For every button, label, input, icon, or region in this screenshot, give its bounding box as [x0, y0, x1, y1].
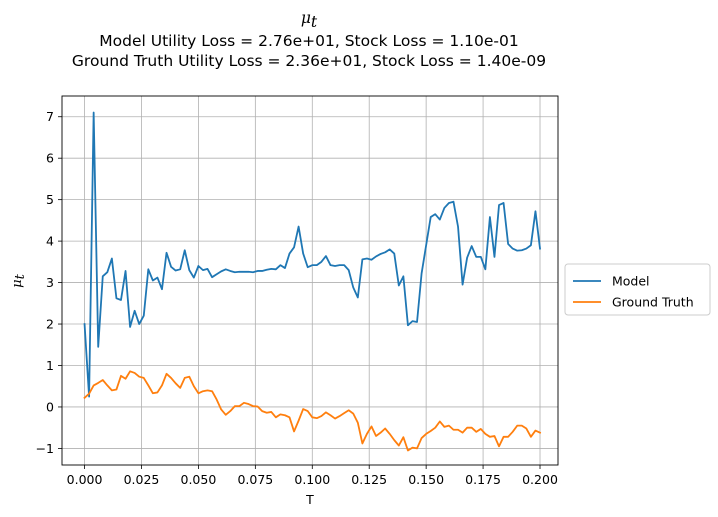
- y-tick-label: 2: [46, 317, 54, 332]
- x-tick-label: 0.150: [408, 472, 444, 487]
- y-tick-label: 4: [46, 234, 54, 249]
- chart-title-ground-truth-losses: Ground Truth Utility Loss = 2.36e+01, St…: [72, 52, 546, 70]
- x-tick-label: 0.100: [294, 472, 330, 487]
- y-axis-ticks: −1 0 1 2 3 4 5 6 7: [36, 109, 62, 456]
- legend: Model Ground Truth: [564, 263, 711, 316]
- x-tick-label: 0.050: [181, 472, 217, 487]
- plot-area: 0.000 0.025 0.050 0.075 0.100 0.125 0.150 0.175…: [36, 95, 559, 487]
- series-line-ground-truth: [83, 370, 542, 452]
- svg-text:μt: μt: [10, 273, 28, 287]
- y-tick-label: 6: [46, 151, 54, 166]
- x-tick-label: 0.000: [67, 472, 103, 487]
- x-tick-label: 0.125: [351, 472, 387, 487]
- y-tick-label: 0: [46, 399, 54, 414]
- x-tick-label: 0.175: [465, 472, 501, 487]
- y-tick-label: 5: [46, 192, 54, 207]
- chart-title-model-losses: Model Utility Loss = 2.76e+01, Stock Los…: [99, 32, 518, 50]
- x-axis-label: T: [305, 492, 314, 507]
- series-line-model: [83, 111, 542, 398]
- x-tick-label: 0.025: [124, 472, 160, 487]
- y-tick-label: 7: [46, 109, 54, 124]
- chart-title: μt Model Utility Loss = 2.76e+01, Stock …: [72, 9, 546, 70]
- x-tick-label: 0.200: [522, 472, 558, 487]
- chart-title-symbol: μt: [301, 9, 318, 31]
- plot-background: [62, 96, 558, 465]
- grid: [62, 96, 558, 465]
- legend-box: [564, 263, 711, 316]
- y-tick-label: 1: [46, 358, 54, 373]
- x-axis-ticks: 0.000 0.025 0.050 0.075 0.100 0.125 0.150 0.175…: [67, 465, 558, 487]
- series-layer: [83, 111, 542, 452]
- y-axis-label: μt: [10, 273, 28, 287]
- y-tick-label: 3: [46, 275, 54, 290]
- y-tick-label: −1: [36, 441, 54, 456]
- plot-frame: [61, 95, 559, 466]
- x-tick-label: 0.075: [237, 472, 273, 487]
- legend-label-model: Model: [612, 274, 650, 289]
- legend-label-ground-truth: Ground Truth: [612, 295, 694, 310]
